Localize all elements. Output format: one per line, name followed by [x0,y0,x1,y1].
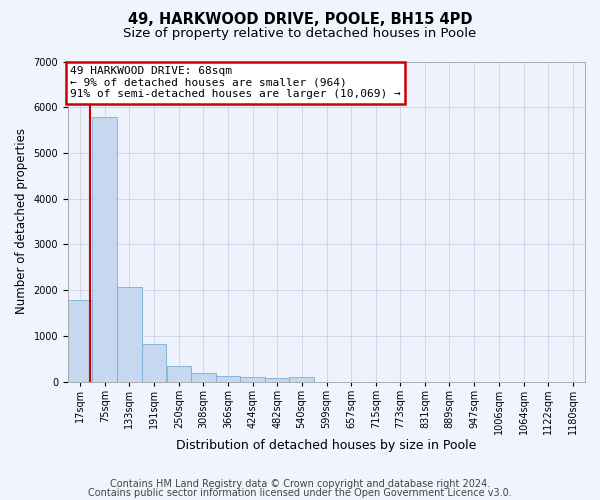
Text: 49, HARKWOOD DRIVE, POOLE, BH15 4PD: 49, HARKWOOD DRIVE, POOLE, BH15 4PD [128,12,472,28]
X-axis label: Distribution of detached houses by size in Poole: Distribution of detached houses by size … [176,440,476,452]
Bar [240,377,265,382]
Bar [117,288,142,382]
Bar [191,373,216,382]
Y-axis label: Number of detached properties: Number of detached properties [15,128,28,314]
Bar [216,376,240,382]
Text: Contains HM Land Registry data © Crown copyright and database right 2024.: Contains HM Land Registry data © Crown c… [110,479,490,489]
Bar [289,377,314,382]
Bar [92,118,117,382]
Bar [142,344,166,382]
Bar [167,366,191,382]
Bar [68,300,92,382]
Text: Size of property relative to detached houses in Poole: Size of property relative to detached ho… [124,28,476,40]
Text: 49 HARKWOOD DRIVE: 68sqm
← 9% of detached houses are smaller (964)
91% of semi-d: 49 HARKWOOD DRIVE: 68sqm ← 9% of detache… [70,66,401,100]
Text: Contains public sector information licensed under the Open Government Licence v3: Contains public sector information licen… [88,488,512,498]
Bar [265,378,289,382]
